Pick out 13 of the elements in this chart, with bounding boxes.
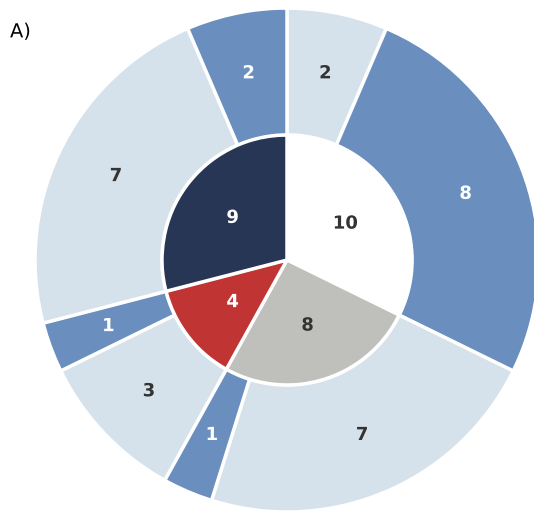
data-label: 8 (302, 317, 313, 331)
data-label: 7 (357, 426, 367, 440)
data-label: 8 (460, 185, 471, 200)
data-label: 1 (104, 318, 114, 332)
data-label: 4 (227, 294, 238, 308)
text: A) (10, 22, 30, 40)
data-label: 3 (144, 382, 154, 396)
data-label: 2 (244, 64, 254, 78)
data-label: 10 (334, 215, 358, 229)
data-label: 7 (110, 168, 121, 182)
data-label: 2 (320, 64, 330, 78)
data-label: 1 (208, 426, 217, 440)
data-label: 9 (227, 210, 238, 224)
